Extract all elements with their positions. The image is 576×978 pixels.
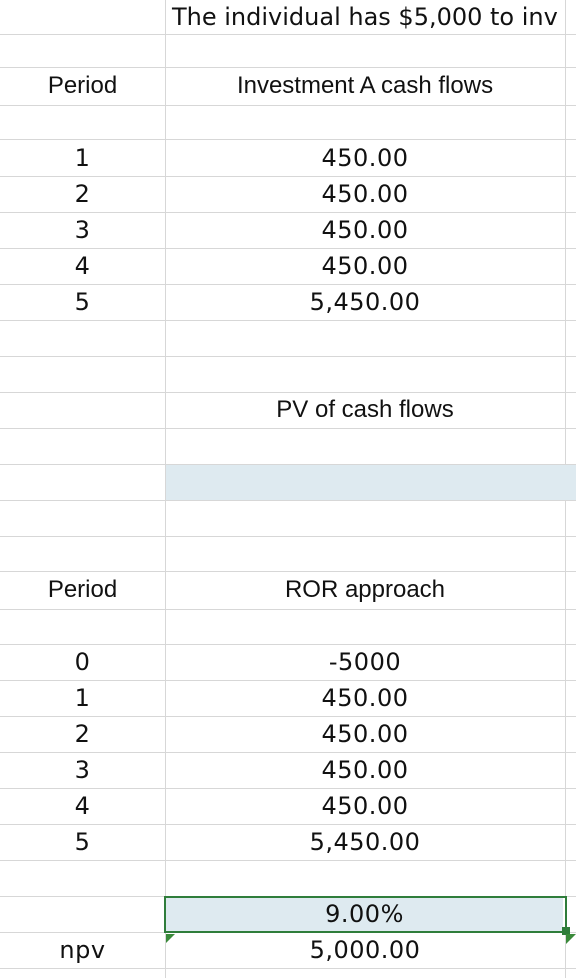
cash-flow-cell[interactable]: 450.00 [321,144,409,172]
cash-flow-cell[interactable]: 5,450.00 [309,828,421,856]
ror-approach-header[interactable]: ROR approach [284,576,446,603]
period-cell[interactable]: 2 [74,720,91,748]
row-divider [0,609,576,610]
rate-cell[interactable]: 9.00% [325,900,404,928]
cash-flow-cell[interactable]: 450.00 [321,684,409,712]
cash-flow-cell[interactable]: 5,450.00 [309,288,421,316]
row-divider [0,680,576,681]
investment-a-header[interactable]: Investment A cash flows [236,72,494,99]
row-divider [0,571,576,572]
selected-cell-border[interactable] [164,896,567,933]
row-divider [0,752,576,753]
row-divider [0,105,576,106]
row-divider [0,139,576,140]
row-divider [0,284,576,285]
fill-handle[interactable] [562,927,570,935]
error-indicator-icon [166,934,175,943]
row-divider [0,67,576,68]
row-divider [0,212,576,213]
cash-flow-cell[interactable]: 450.00 [321,756,409,784]
row-divider [0,248,576,249]
cash-flow-cell[interactable]: 450.00 [321,180,409,208]
period-cell[interactable]: 5 [74,828,91,856]
rate-cell-fill [166,898,563,931]
period-cell[interactable]: 1 [74,144,91,172]
period-cell[interactable]: 4 [74,252,91,280]
period-cell[interactable]: 5 [74,288,91,316]
row-divider [0,34,576,35]
row-divider [0,392,576,393]
row-divider [0,968,576,969]
row-divider [0,428,576,429]
row-divider [0,788,576,789]
cash-flow-cell[interactable]: 450.00 [321,252,409,280]
cash-flow-cell[interactable]: 450.00 [321,216,409,244]
period-cell[interactable]: 1 [74,684,91,712]
row-divider [0,500,576,501]
row-divider [0,716,576,717]
period-header[interactable]: Period [47,576,118,603]
period-header[interactable]: Period [47,72,118,99]
row-divider [0,860,576,861]
row-divider [0,356,576,357]
row-divider [0,464,576,465]
period-cell[interactable]: 0 [74,648,91,676]
cash-flow-cell[interactable]: 450.00 [321,720,409,748]
column-divider [165,0,166,978]
pv-label-cell[interactable]: PV of cash flows [276,396,454,423]
sheet-title-cell[interactable]: The individual has $5,000 to inv [172,3,558,31]
npv-value-cell[interactable]: 5,000.00 [309,936,421,964]
row-divider [0,320,576,321]
period-cell[interactable]: 4 [74,792,91,820]
period-cell[interactable]: 2 [74,180,91,208]
period-cell[interactable]: 3 [74,216,91,244]
npv-label-cell[interactable]: npv [59,936,106,964]
cash-flow-cell[interactable]: -5000 [328,648,402,676]
row-divider [0,536,576,537]
row-divider [0,824,576,825]
cash-flow-cell[interactable]: 450.00 [321,792,409,820]
row-divider [0,176,576,177]
error-indicator-icon [566,934,576,944]
period-cell[interactable]: 3 [74,756,91,784]
pv-result-cell[interactable] [166,465,576,500]
row-divider [0,644,576,645]
